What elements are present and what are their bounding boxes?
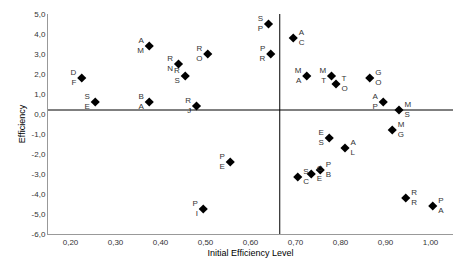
svg-text:0,60: 0,60 xyxy=(243,238,259,247)
svg-text:TO: TO xyxy=(341,74,347,93)
svg-text:MT: MT xyxy=(319,66,326,85)
svg-text:-2,0: -2,0 xyxy=(32,150,46,159)
svg-text:RS: RS xyxy=(174,66,180,85)
svg-text:PE: PE xyxy=(220,152,225,171)
svg-text:1,0: 1,0 xyxy=(34,90,46,99)
svg-text:0,20: 0,20 xyxy=(63,238,79,247)
svg-text:SP: SP xyxy=(258,14,263,33)
svg-text:GO: GO xyxy=(375,68,381,87)
svg-text:-6,0: -6,0 xyxy=(32,230,46,239)
svg-text:-1,0: -1,0 xyxy=(32,130,46,139)
svg-text:0,50: 0,50 xyxy=(198,238,214,247)
svg-text:0,90: 0,90 xyxy=(378,238,394,247)
svg-text:SE: SE xyxy=(85,92,90,111)
svg-text:-5,0: -5,0 xyxy=(32,210,46,219)
svg-text:AC: AC xyxy=(299,28,305,47)
svg-text:0,0: 0,0 xyxy=(34,110,46,119)
svg-text:MA: MA xyxy=(295,66,302,85)
svg-text:AM: AM xyxy=(137,36,144,55)
svg-text:RO: RO xyxy=(196,44,202,63)
svg-text:3,0: 3,0 xyxy=(34,50,46,59)
svg-text:RN: RN xyxy=(167,54,173,73)
svg-text:-3,0: -3,0 xyxy=(32,170,46,179)
svg-text:2,0: 2,0 xyxy=(34,70,46,79)
svg-text:1,00: 1,00 xyxy=(423,238,439,247)
svg-text:0,40: 0,40 xyxy=(153,238,169,247)
svg-text:AP: AP xyxy=(373,92,379,111)
svg-text:4,0: 4,0 xyxy=(34,30,46,39)
svg-text:ES: ES xyxy=(319,128,324,147)
svg-text:CE: CE xyxy=(317,164,323,183)
svg-text:Initial Efficiency Level: Initial Efficiency Level xyxy=(208,248,294,258)
svg-text:0,70: 0,70 xyxy=(288,238,304,247)
svg-text:-4,0: -4,0 xyxy=(32,190,46,199)
svg-text:MS: MS xyxy=(404,100,411,119)
svg-text:0,30: 0,30 xyxy=(108,238,124,247)
svg-text:RR: RR xyxy=(411,188,417,207)
svg-text:DF: DF xyxy=(71,68,77,87)
svg-text:MG: MG xyxy=(398,120,405,139)
svg-text:0,80: 0,80 xyxy=(333,238,349,247)
svg-text:PI: PI xyxy=(193,199,198,218)
svg-text:RJ: RJ xyxy=(185,96,191,115)
svg-text:PB: PB xyxy=(326,160,331,179)
svg-text:AL: AL xyxy=(350,138,356,157)
svg-text:PA: PA xyxy=(438,196,444,215)
svg-text:SC: SC xyxy=(303,167,309,186)
svg-text:5,0: 5,0 xyxy=(34,10,46,19)
svg-text:Efficiency: Efficiency xyxy=(17,104,27,143)
svg-text:PR: PR xyxy=(260,44,266,63)
svg-text:BA: BA xyxy=(139,92,145,111)
